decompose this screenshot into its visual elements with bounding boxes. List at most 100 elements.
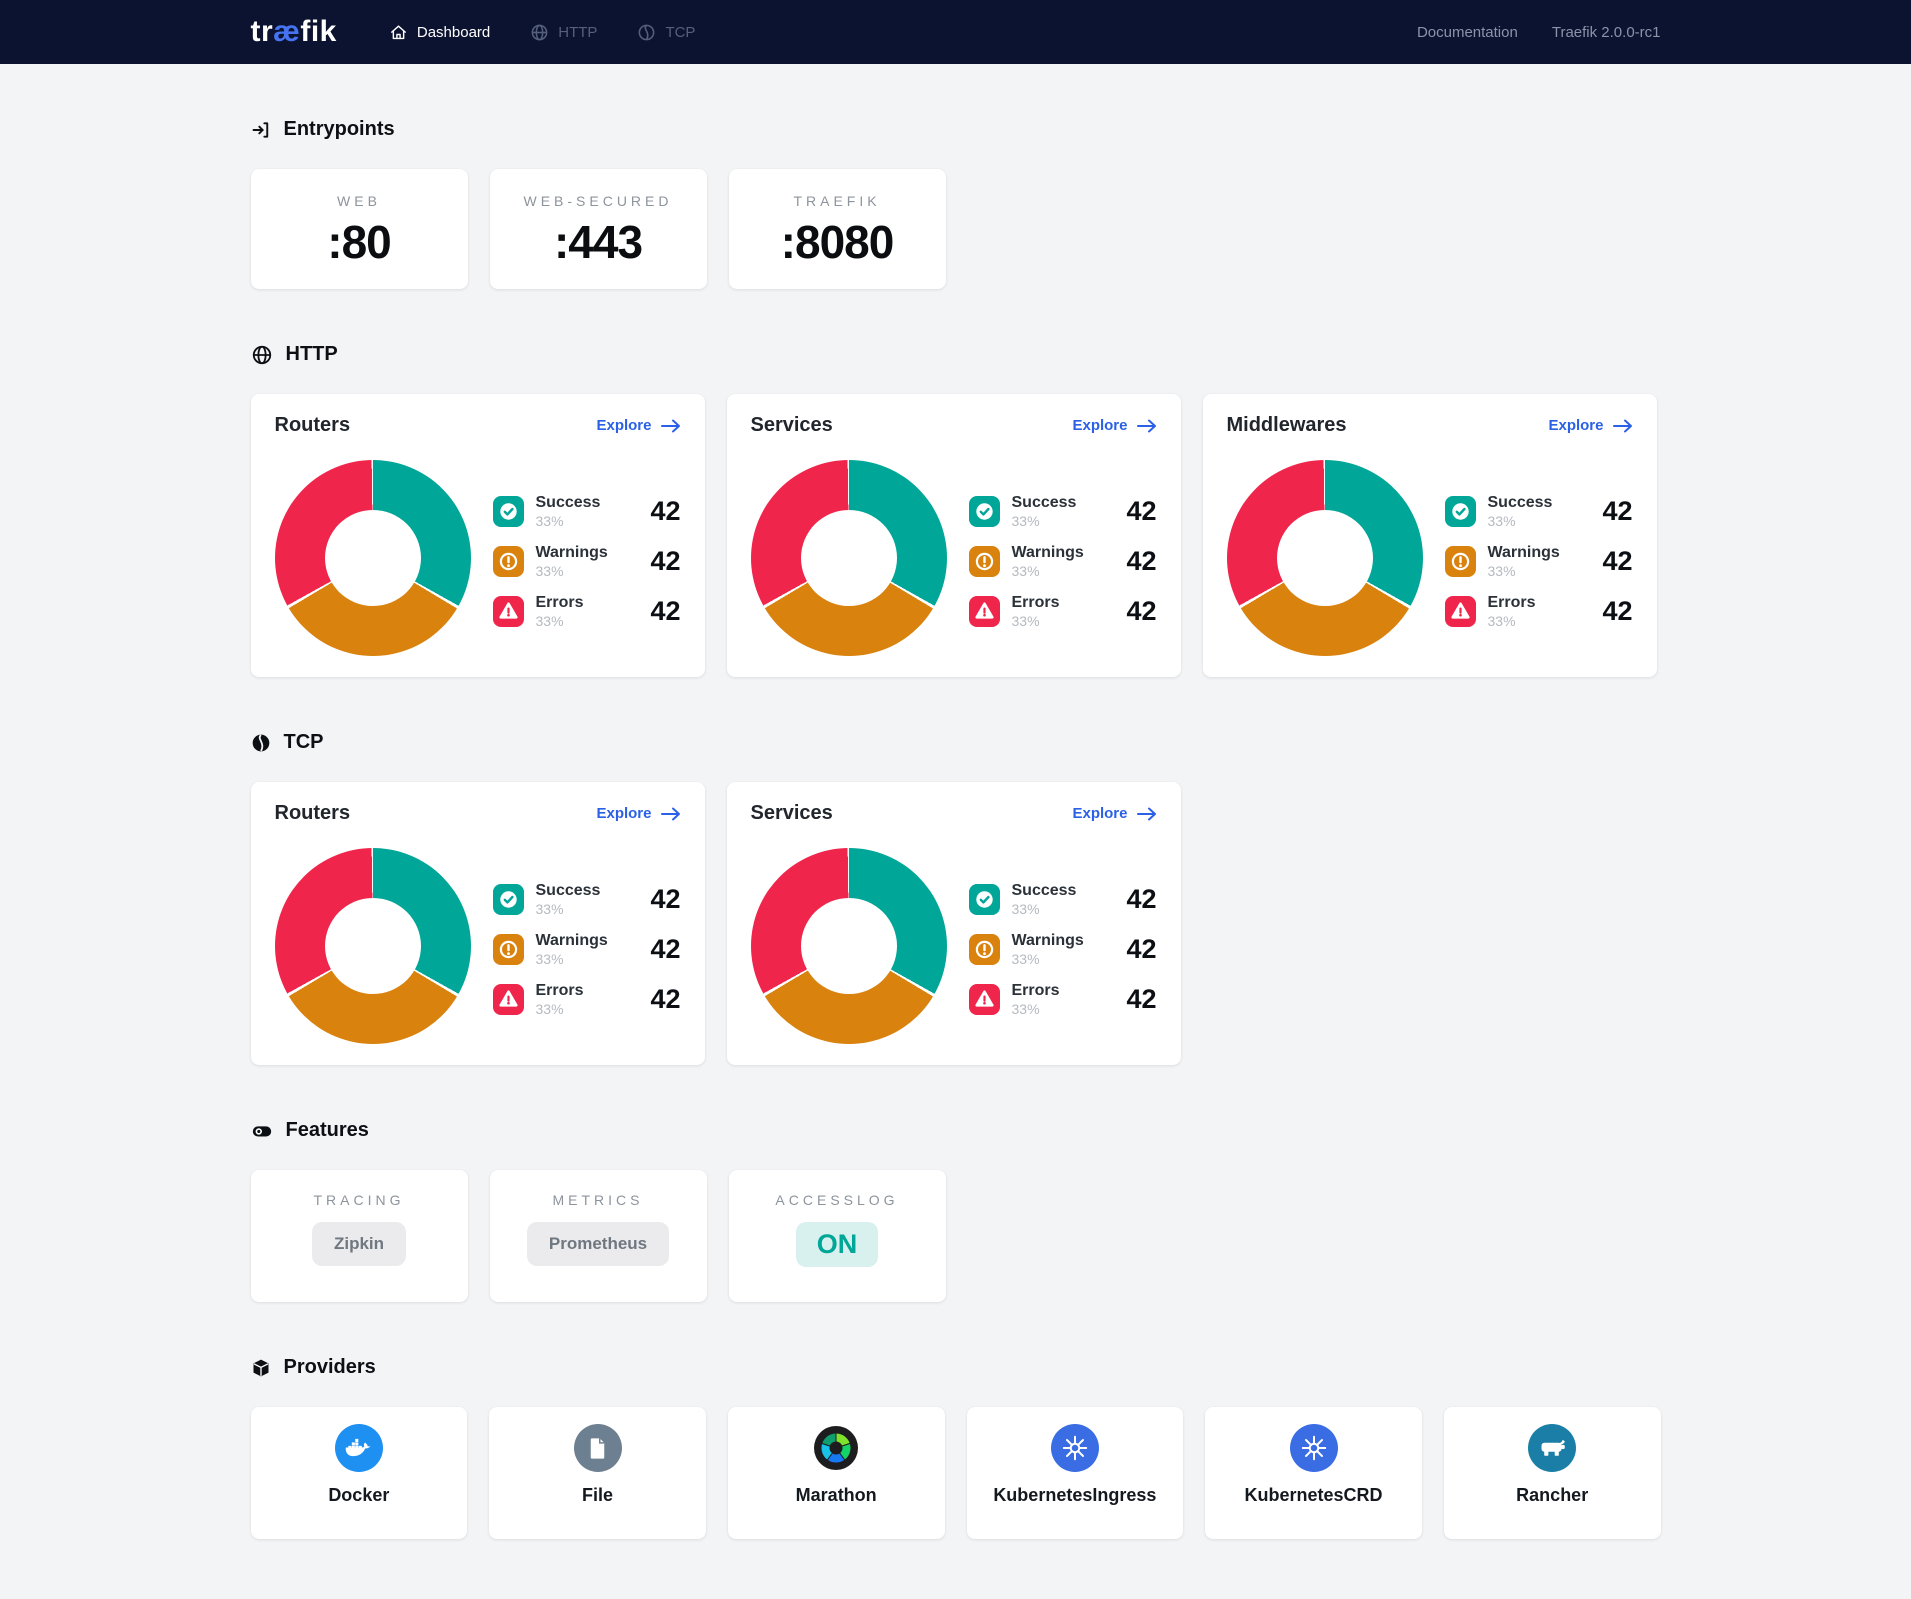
provider-card-kubernetes-crd: KubernetesCRD bbox=[1205, 1407, 1422, 1539]
legend-value: 42 bbox=[1602, 546, 1633, 576]
entrypoint-label: WEB bbox=[337, 193, 381, 209]
globe-icon bbox=[530, 23, 549, 42]
explore-link[interactable]: Explore bbox=[1072, 805, 1156, 822]
card-title: Services bbox=[750, 414, 833, 436]
documentation-link[interactable]: Documentation bbox=[1416, 23, 1518, 41]
legend-row-success: Success 33% 42 bbox=[493, 493, 681, 530]
chart-legend: Success 33% 42 Warnings 33% 42 Errors 33% 4… bbox=[493, 493, 681, 656]
legend-value: 42 bbox=[1126, 984, 1157, 1014]
arrow-right-icon bbox=[661, 807, 681, 821]
success-icon bbox=[493, 884, 524, 915]
legend-percent: 33% bbox=[535, 951, 564, 968]
legend-label: Success bbox=[1011, 493, 1077, 511]
traefik-logo: træfik bbox=[251, 17, 337, 47]
feature-value-pill-on: ON bbox=[795, 1222, 879, 1267]
legend-label: Warnings bbox=[535, 543, 608, 561]
error-icon bbox=[969, 984, 1000, 1015]
section-features: Features TRACING Zipkin METRICS Promethe… bbox=[250, 1119, 1661, 1302]
home-icon bbox=[389, 23, 408, 42]
legend-percent: 33% bbox=[1011, 901, 1040, 918]
provider-card-file: File bbox=[489, 1407, 706, 1539]
section-http: HTTP Routers Explore Success 33% bbox=[250, 343, 1661, 677]
legend-row-warnings: Warnings 33% 42 bbox=[969, 931, 1157, 968]
explore-label: Explore bbox=[1548, 417, 1604, 434]
error-icon bbox=[969, 596, 1000, 627]
warning-icon bbox=[493, 546, 524, 577]
legend-label: Errors bbox=[535, 593, 584, 611]
legend-row-warnings: Warnings 33% 42 bbox=[493, 931, 681, 968]
feature-label: TRACING bbox=[313, 1192, 405, 1208]
chart-legend: Success 33% 42 Warnings 33% 42 Errors 33% 4… bbox=[969, 493, 1157, 656]
section-providers: Providers Docker File Marathon Kubernete… bbox=[250, 1356, 1661, 1539]
section-title-providers: Providers bbox=[251, 1356, 1661, 1379]
legend-label: Warnings bbox=[1011, 931, 1084, 949]
legend-label: Errors bbox=[1487, 593, 1536, 611]
provider-label: Marathon bbox=[795, 1485, 877, 1505]
version-label: Traefik 2.0.0-rc1 bbox=[1551, 23, 1661, 41]
explore-link[interactable]: Explore bbox=[1548, 417, 1632, 434]
nav-item-dashboard[interactable]: Dashboard bbox=[389, 23, 490, 42]
legend-percent: 33% bbox=[535, 613, 564, 630]
error-icon bbox=[1445, 596, 1476, 627]
provider-label: File bbox=[582, 1485, 614, 1505]
nav-item-tcp[interactable]: TCP bbox=[637, 23, 695, 42]
legend-row-success: Success 33% 42 bbox=[969, 493, 1157, 530]
section-title-label: HTTP bbox=[285, 343, 338, 365]
section-tcp: TCP Routers Explore Success 33% bbox=[250, 731, 1661, 1065]
entrypoint-card-traefik: TRAEFIK :8080 bbox=[728, 169, 946, 289]
navbar: træfik Dashboard HTTP TCP Documentation … bbox=[0, 0, 1911, 64]
chart-legend: Success 33% 42 Warnings 33% 42 Errors 33% 4… bbox=[1445, 493, 1633, 656]
legend-label: Success bbox=[535, 493, 601, 511]
provider-card-rancher: Rancher bbox=[1443, 1407, 1661, 1539]
donut-chart bbox=[1226, 460, 1423, 656]
legend-value: 42 bbox=[1602, 496, 1633, 526]
legend-value: 42 bbox=[650, 934, 681, 964]
entrypoint-card-web-secured: WEB-SECURED :443 bbox=[489, 169, 707, 289]
feature-value-pill: Prometheus bbox=[526, 1222, 670, 1266]
http-services-card: Services Explore Success 33% 42 bbox=[726, 394, 1181, 677]
nav-item-label: HTTP bbox=[558, 23, 598, 41]
kubernetes-icon bbox=[1050, 1424, 1099, 1472]
legend-percent: 33% bbox=[1487, 513, 1516, 530]
provider-label: Rancher bbox=[1516, 1485, 1589, 1505]
toggle-icon bbox=[251, 1120, 273, 1142]
legend-percent: 33% bbox=[1487, 613, 1516, 630]
legend-value: 42 bbox=[650, 596, 681, 626]
nav-item-label: Dashboard bbox=[416, 23, 491, 41]
legend-percent: 33% bbox=[1011, 613, 1040, 630]
section-entrypoints: Entrypoints WEB :80 WEB-SECURED :443 TRA… bbox=[250, 118, 1661, 289]
legend-label: Warnings bbox=[1487, 543, 1560, 561]
legend-label: Warnings bbox=[535, 931, 608, 949]
feature-label: METRICS bbox=[552, 1192, 644, 1208]
tcp-services-card: Services Explore Success 33% 42 bbox=[726, 782, 1181, 1065]
explore-link[interactable]: Explore bbox=[596, 417, 680, 434]
section-title-features: Features bbox=[251, 1119, 1661, 1142]
explore-label: Explore bbox=[1072, 417, 1128, 434]
legend-row-errors: Errors 33% 42 bbox=[1445, 593, 1633, 630]
section-title-label: Features bbox=[285, 1119, 369, 1141]
provider-card-marathon: Marathon bbox=[727, 1407, 945, 1539]
explore-link[interactable]: Explore bbox=[1072, 417, 1156, 434]
legend-row-warnings: Warnings 33% 42 bbox=[1445, 543, 1633, 580]
logo-text: fik bbox=[300, 15, 337, 48]
explore-label: Explore bbox=[1072, 805, 1128, 822]
legend-value: 42 bbox=[1126, 596, 1157, 626]
section-title-label: Entrypoints bbox=[283, 118, 395, 140]
feature-card-metrics: METRICS Prometheus bbox=[489, 1170, 707, 1302]
feature-card-tracing: TRACING Zipkin bbox=[250, 1170, 468, 1302]
feature-label: ACCESSLOG bbox=[775, 1192, 899, 1208]
provider-label: Docker bbox=[328, 1485, 390, 1505]
legend-row-errors: Errors 33% 42 bbox=[969, 593, 1157, 630]
success-icon bbox=[493, 496, 524, 527]
donut-chart bbox=[750, 848, 947, 1044]
donut-chart bbox=[750, 460, 947, 656]
donut-chart bbox=[274, 848, 471, 1044]
nav-item-http[interactable]: HTTP bbox=[530, 23, 597, 42]
explore-link[interactable]: Explore bbox=[596, 805, 680, 822]
warning-icon bbox=[969, 546, 1000, 577]
card-title: Middlewares bbox=[1226, 414, 1347, 436]
entrypoint-label: TRAEFIK bbox=[793, 193, 881, 209]
arrow-right-icon bbox=[661, 419, 681, 433]
card-title: Routers bbox=[274, 802, 351, 824]
legend-row-errors: Errors 33% 42 bbox=[493, 981, 681, 1018]
